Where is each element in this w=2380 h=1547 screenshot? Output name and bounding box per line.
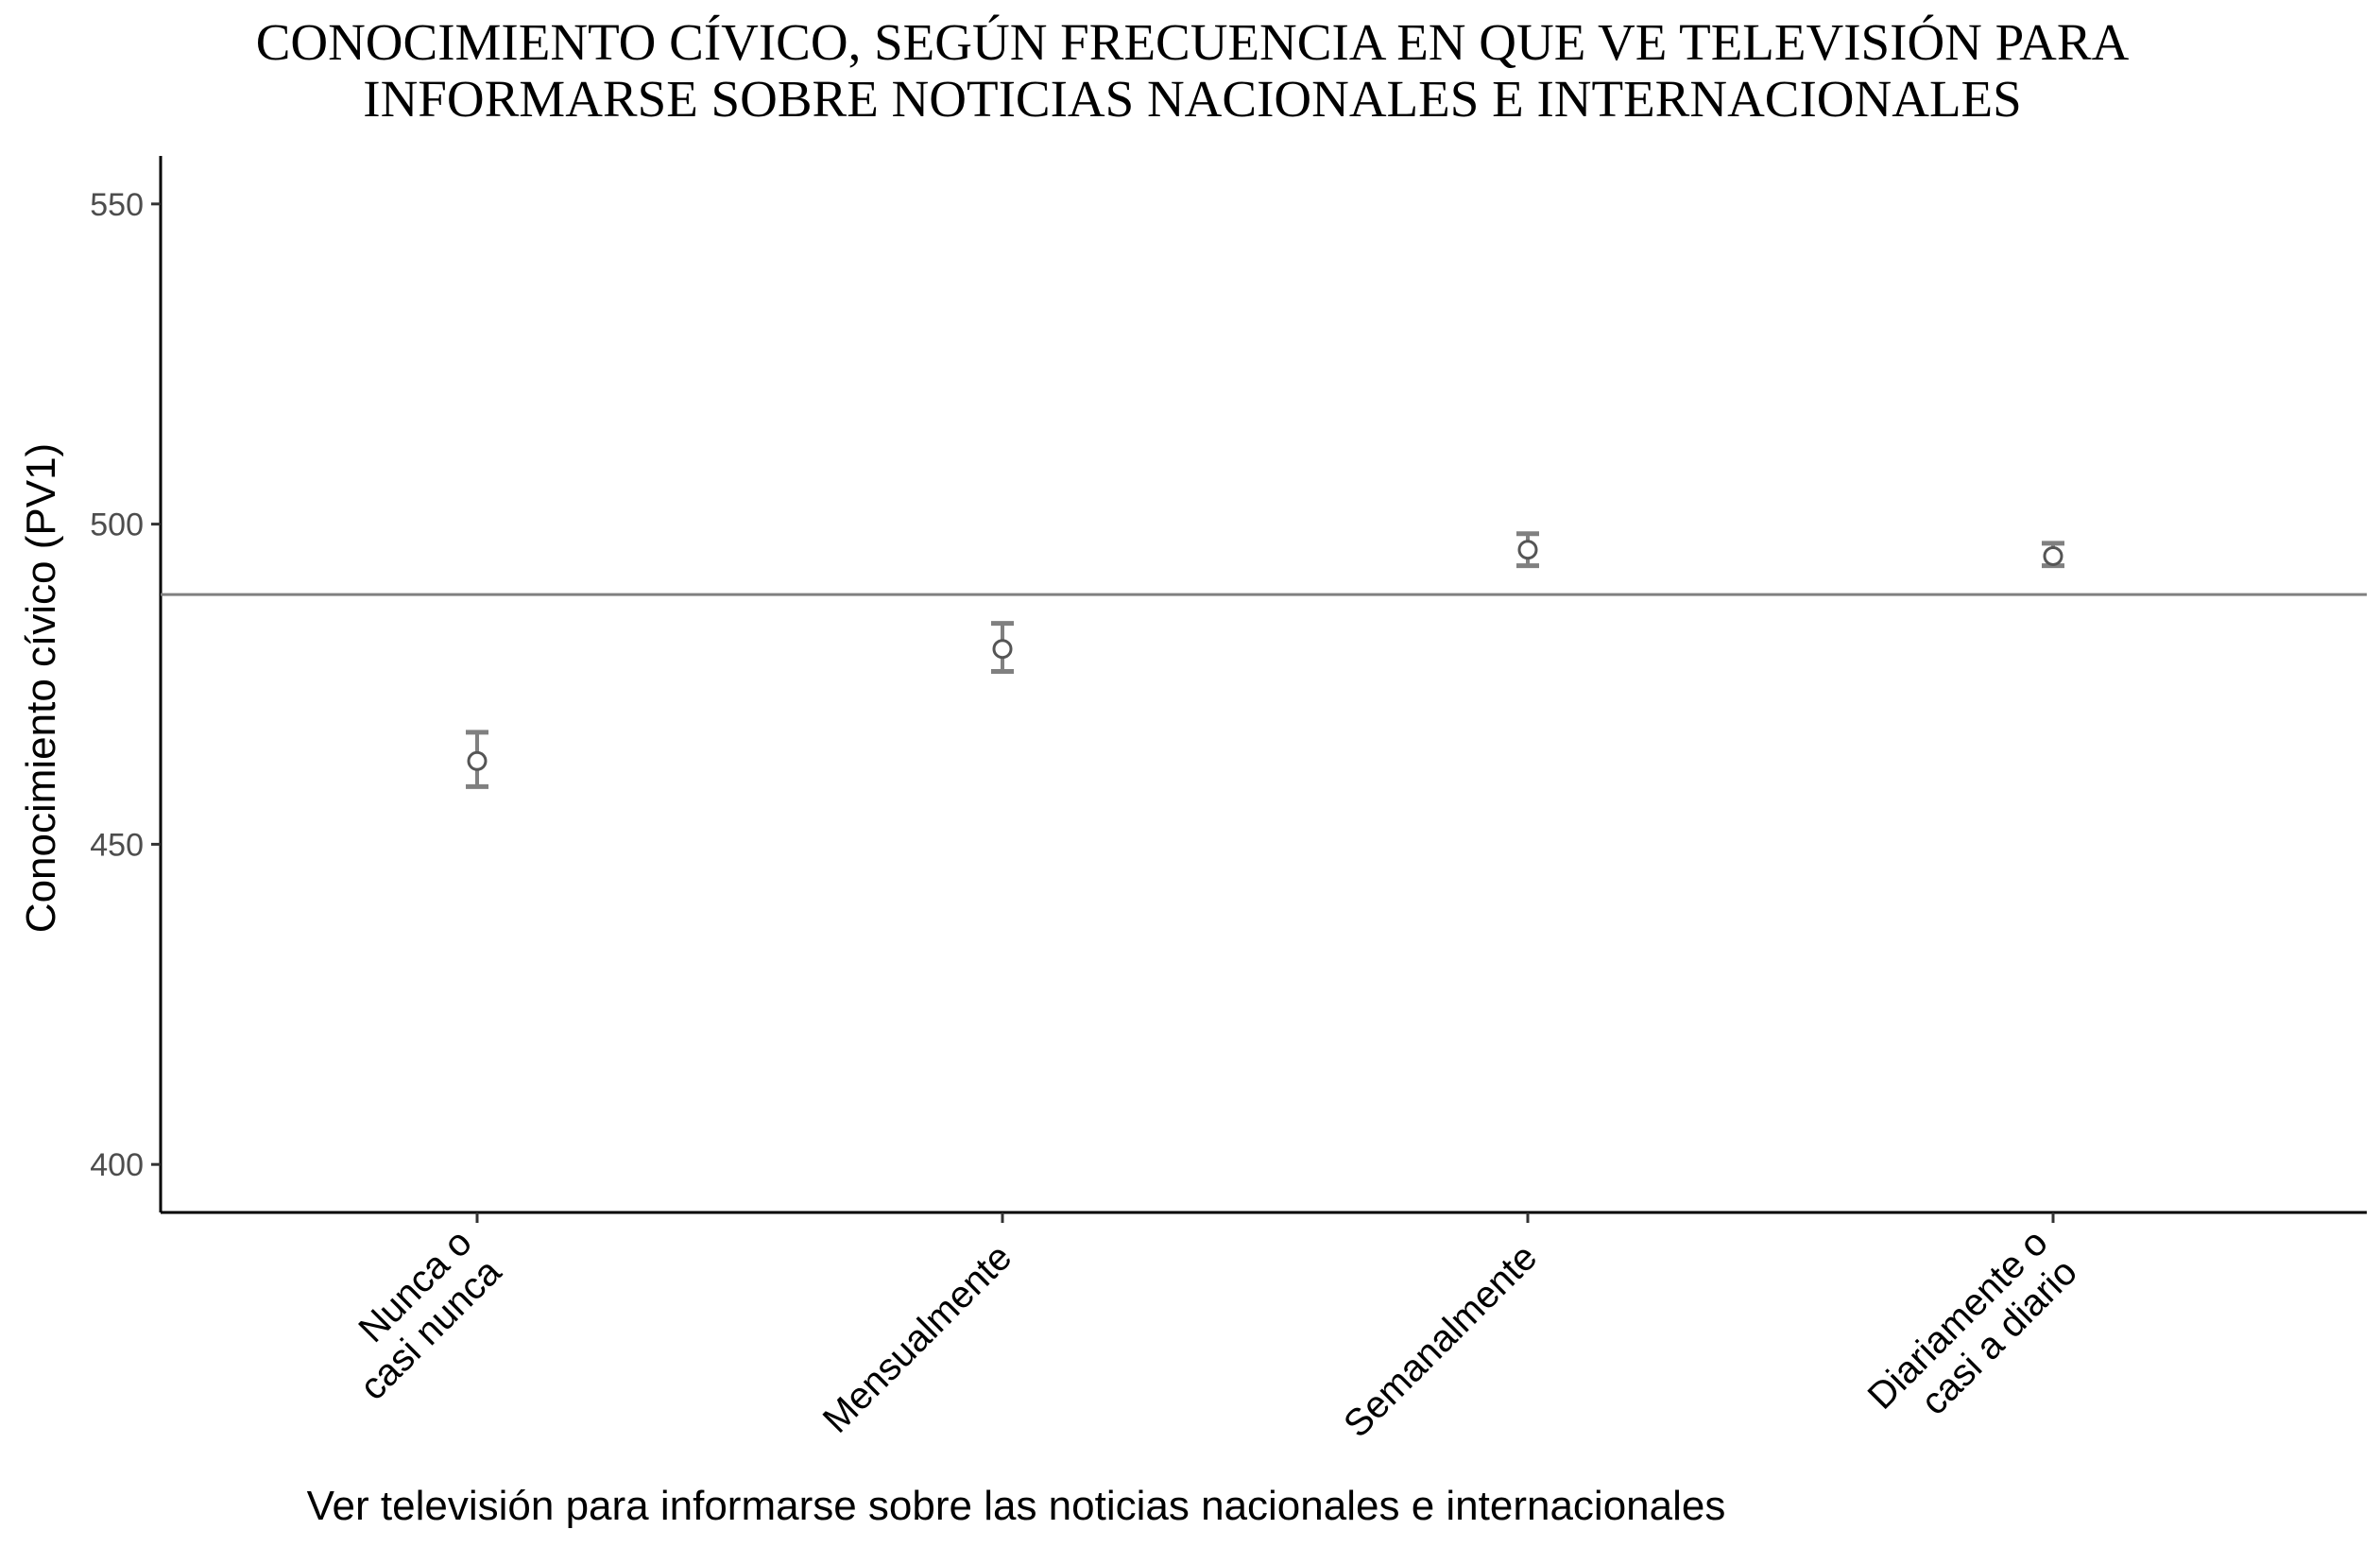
y-axis-title: Conocimiento cívico (PV1) [18, 443, 64, 933]
data-point-3 [1516, 531, 1539, 569]
point-marker [2043, 545, 2063, 566]
point-marker [467, 750, 488, 771]
y-axis: 400 450 500 550 [90, 156, 163, 1212]
x-tick-label: Mensualmente [815, 1236, 1020, 1441]
x-tick-label-line: Mensualmente [815, 1236, 1020, 1441]
title-line: CONOCIMIENTO CÍVICO, SEGÚN FRECUENCIA EN… [256, 13, 2130, 71]
data-point-1 [466, 730, 488, 789]
y-tick-label: 550 [90, 187, 144, 223]
title-line: INFORMARSE SOBRE NOTICIAS NACIONALES E I… [363, 70, 2021, 128]
x-tick-label-line: Semanalmente [1336, 1236, 1545, 1445]
data-point-2 [991, 621, 1014, 674]
point-marker [992, 639, 1013, 660]
data-points [466, 531, 2064, 789]
x-tick-label: Diariamente ocasi a diario [1860, 1222, 2085, 1447]
point-marker [1517, 540, 1538, 560]
y-tick-label: 400 [90, 1147, 144, 1183]
x-tick-label: Semanalmente [1336, 1236, 1545, 1445]
x-axis: Nunca ocasi nunca Mensualmente Semanalment… [161, 1211, 2367, 1447]
chart-title: CONOCIMIENTO CÍVICO, SEGÚN FRECUENCIA EN… [256, 13, 2130, 128]
data-point-4 [2042, 541, 2064, 569]
y-tick-label: 450 [90, 827, 144, 863]
x-axis-title: Ver televisión para informarse sobre las… [307, 1483, 1726, 1529]
x-tick-label: Nunca ocasi nunca [322, 1221, 509, 1408]
y-tick-label: 500 [90, 507, 144, 543]
